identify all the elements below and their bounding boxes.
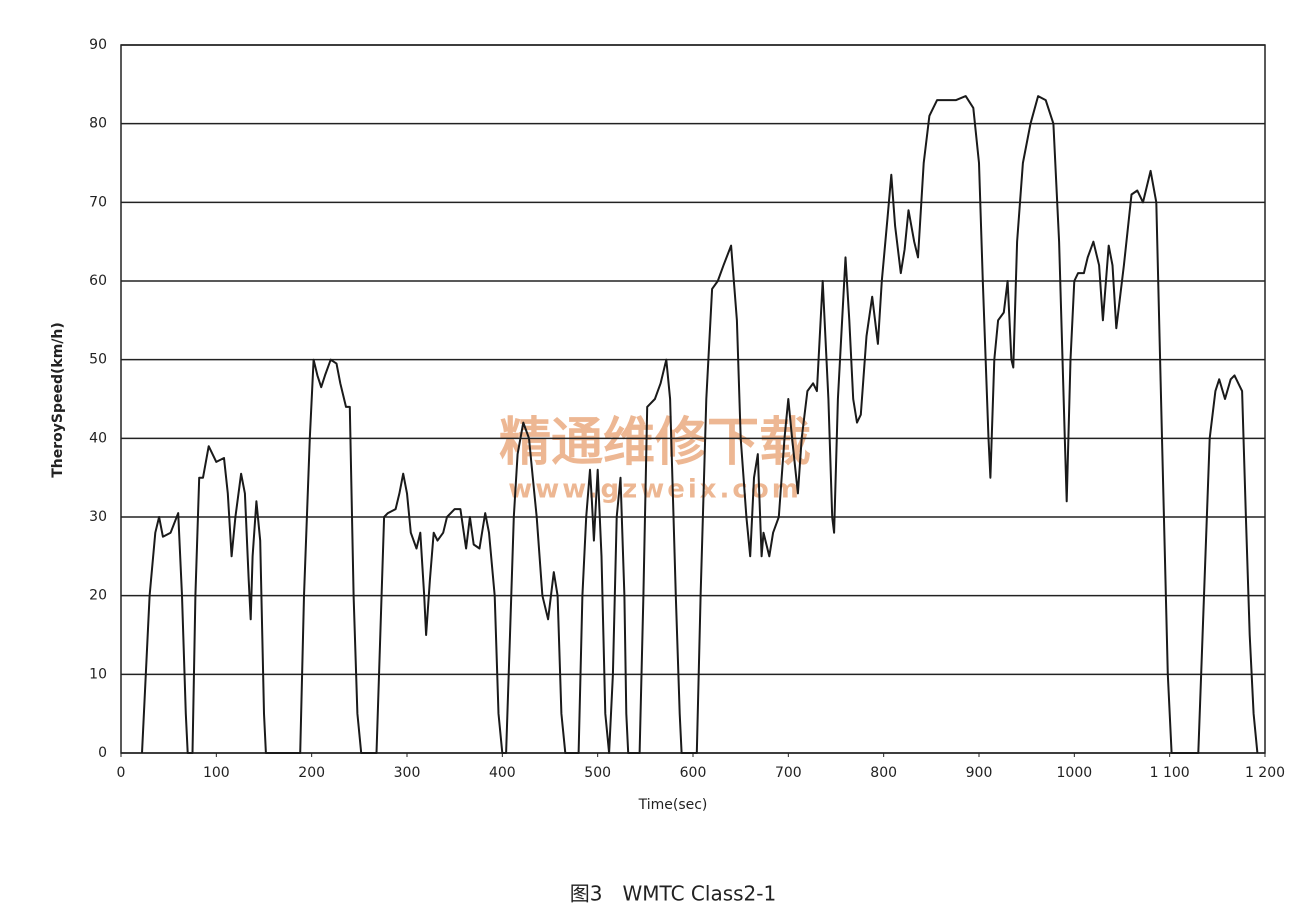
x-tick-label: 800 bbox=[870, 765, 897, 781]
x-tick-label: 400 bbox=[489, 765, 516, 781]
y-tick-label: 60 bbox=[89, 273, 107, 289]
x-tick-label: 0 bbox=[117, 765, 126, 781]
x-tick-label: 1 100 bbox=[1150, 765, 1190, 781]
y-axis-label: TheroySpeed(km/h) bbox=[50, 322, 66, 478]
caption: 图3 WMTC Class2-1 bbox=[570, 882, 776, 906]
x-tick-label: 500 bbox=[584, 765, 611, 781]
y-tick-label: 50 bbox=[89, 352, 107, 368]
x-axis-label: Time(sec) bbox=[638, 797, 708, 813]
x-tick-label: 300 bbox=[394, 765, 421, 781]
x-tick-label: 200 bbox=[298, 765, 325, 781]
x-tick-label: 900 bbox=[966, 765, 993, 781]
speed-line bbox=[141, 95, 1259, 754]
x-tick-label: 600 bbox=[680, 765, 707, 781]
y-tick-label: 20 bbox=[89, 588, 107, 604]
y-tick-label: 70 bbox=[89, 194, 107, 210]
y-tick-label: 0 bbox=[98, 745, 107, 761]
y-tick-label: 30 bbox=[89, 509, 107, 525]
x-tick-label: 1 200 bbox=[1245, 765, 1285, 781]
y-tick-label: 10 bbox=[89, 666, 107, 682]
x-tick-label: 100 bbox=[203, 765, 230, 781]
watermark: 精通维修下载 bbox=[499, 413, 811, 473]
y-tick-label: 40 bbox=[89, 430, 107, 446]
y-tick-label: 90 bbox=[89, 37, 107, 53]
y-tick-label: 80 bbox=[89, 116, 107, 132]
x-tick-label: 1000 bbox=[1057, 765, 1093, 781]
watermark-url: www.gzweix.com bbox=[508, 475, 802, 505]
x-tick-label: 700 bbox=[775, 765, 802, 781]
